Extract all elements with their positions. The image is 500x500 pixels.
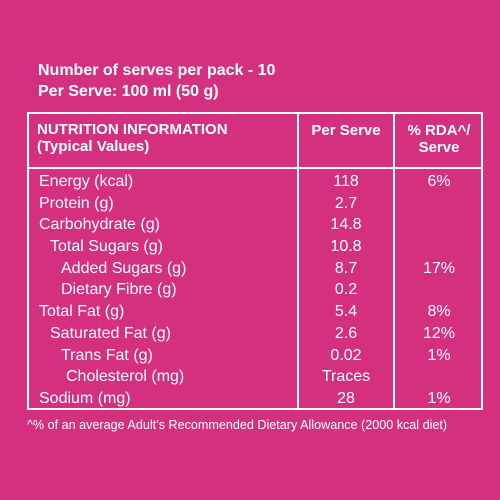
table-row: Trans Fat (g) 0.02 1% xyxy=(29,345,481,367)
table-row: Total Fat (g) 5.4 8% xyxy=(29,301,481,323)
nutrient-value: 10.8 xyxy=(330,238,362,256)
nutrient-value: 5.4 xyxy=(334,303,358,321)
serves-per-pack: Number of serves per pack - 10 xyxy=(38,62,276,79)
header-per-serve: Per Serve xyxy=(311,122,381,139)
table-row: Carbohydrate (g) 14.8 xyxy=(29,214,481,236)
nutrient-name: Added Sugars (g) xyxy=(61,259,187,277)
table-row: Dietary Fibre (g) 0.2 xyxy=(29,279,481,301)
nutrient-name: Cholesterol (mg) xyxy=(66,368,185,386)
nutrient-name: Carbohydrate (g) xyxy=(39,216,160,234)
nutrient-value: 2.7 xyxy=(334,194,358,212)
nutrient-name: Total Sugars (g) xyxy=(50,238,163,256)
nutrient-value: 0.02 xyxy=(330,346,362,364)
nutrient-value: 118 xyxy=(333,173,359,190)
nutrient-rda: 12% xyxy=(422,324,456,342)
table-header-title: NUTRITION INFORMATION (Typical Values) xyxy=(37,121,228,155)
nutrient-name: Sodium (mg) xyxy=(39,389,131,407)
table-row: Saturated Fat (g) 2.6 12% xyxy=(29,323,481,345)
nutrient-value: 2.6 xyxy=(334,324,358,342)
nutrient-value: 0.2 xyxy=(334,281,358,299)
nutrient-rda: 1% xyxy=(427,346,451,364)
nutrient-name: Total Fat (g) xyxy=(39,303,125,321)
nutrient-value: Traces xyxy=(321,368,371,386)
nutrient-rda: 6% xyxy=(427,173,451,190)
nutrient-value: 8.7 xyxy=(334,259,358,277)
nutrient-value: 14.8 xyxy=(330,216,362,234)
nutrient-name: Energy (kcal) xyxy=(39,173,134,190)
header-divider xyxy=(29,167,481,169)
table-row: Total Sugars (g) 10.8 xyxy=(29,236,481,258)
header-rda-line: Serve xyxy=(418,139,460,156)
nutrient-rda: 8% xyxy=(427,303,451,321)
rda-footnote: ^% of an average Adult’s Recommended Die… xyxy=(27,418,448,432)
table-row: Cholesterol (mg) Traces xyxy=(29,366,481,388)
header-subtitle-line: (Typical Values) xyxy=(37,138,150,155)
header-title-line: NUTRITION INFORMATION xyxy=(37,121,228,138)
table-row: Sodium (mg) 28 1% xyxy=(29,388,481,410)
nutrient-value: 28 xyxy=(337,389,355,407)
nutrient-rda: 17% xyxy=(422,259,456,277)
column-divider xyxy=(297,114,299,408)
nutrient-rda: 1% xyxy=(427,389,451,407)
table-row: Energy (kcal) 118 6% xyxy=(29,171,481,193)
header-rda-line: % RDA^/ xyxy=(407,122,471,139)
nutrition-table: NUTRITION INFORMATION (Typical Values) P… xyxy=(27,112,483,410)
table-row: Added Sugars (g) 8.7 17% xyxy=(29,258,481,280)
table-row: Protein (g) 2.7 xyxy=(29,193,481,215)
nutrient-name: Saturated Fat (g) xyxy=(50,324,171,342)
nutrient-name: Dietary Fibre (g) xyxy=(61,281,177,299)
per-serve-size: Per Serve: 100 ml (50 g) xyxy=(38,83,219,100)
nutrient-rows: Energy (kcal) 118 6% Protein (g) 2.7 Car… xyxy=(29,171,481,410)
nutrient-name: Trans Fat (g) xyxy=(61,346,153,364)
header-rda: % RDA^/ Serve xyxy=(395,122,483,156)
serving-info: Number of serves per pack - 10 Per Serve… xyxy=(38,60,275,102)
nutrient-name: Protein (g) xyxy=(39,194,114,212)
column-divider xyxy=(393,114,395,408)
